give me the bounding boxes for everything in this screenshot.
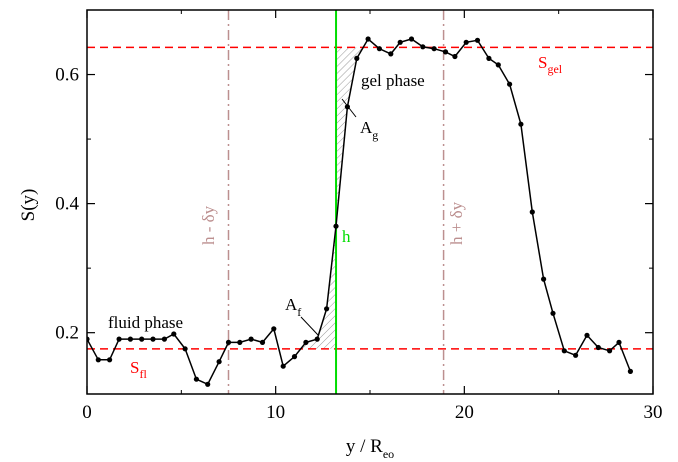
data-point: [486, 55, 492, 62]
y-tick-label: 0.2: [55, 323, 79, 344]
data-point: [171, 331, 177, 337]
a-g-label: Ag: [360, 118, 378, 142]
x-tick-label: 30: [644, 402, 663, 423]
s-fl-label: Sfl: [130, 358, 147, 381]
data-point: [495, 62, 501, 68]
data-point: [248, 336, 254, 342]
data-point: [161, 336, 167, 342]
y-axis-label: S(y): [18, 189, 39, 222]
data-point: [561, 348, 567, 354]
data-point: [616, 339, 622, 345]
data-point: [280, 363, 286, 369]
data-point: [518, 121, 524, 127]
a-f-label: Af: [285, 295, 301, 319]
data-point: [529, 209, 535, 215]
data-point: [139, 336, 145, 342]
data-point: [507, 81, 513, 87]
a-f-pointer: [300, 316, 319, 336]
data-point: [237, 339, 243, 345]
y-tick-label: 0.4: [55, 194, 79, 215]
series-line: [87, 37, 632, 386]
data-point: [333, 223, 339, 229]
data-point: [95, 357, 101, 363]
data-point: [107, 357, 113, 363]
data-point: [365, 36, 371, 42]
x-tick-label: 10: [266, 402, 285, 423]
data-point: [431, 46, 437, 52]
data-point: [127, 336, 133, 342]
data-point: [271, 326, 277, 332]
data-point: [627, 368, 634, 374]
h-label: h: [342, 227, 351, 246]
data-point: [354, 55, 360, 62]
data-point: [291, 354, 298, 360]
data-point: [314, 336, 320, 342]
data-point: [463, 39, 469, 45]
data-point: [303, 339, 309, 345]
data-point: [225, 339, 232, 345]
data-point: [607, 348, 613, 354]
data-point: [397, 39, 403, 45]
data-point: [408, 36, 415, 42]
data-point: [474, 37, 481, 43]
data-point: [259, 339, 266, 345]
x-axis-label: y / Reo: [346, 436, 394, 461]
data-point: [541, 276, 547, 282]
x-tick-label: 0: [82, 402, 92, 423]
x-tick-label: 20: [455, 402, 474, 423]
h-plus-dy-label: h + δy: [447, 201, 466, 245]
data-point: [550, 310, 556, 316]
gel-area-hatch: [336, 47, 369, 227]
data-point: [116, 336, 122, 342]
plot-frame: [86, 9, 654, 395]
data-point: [388, 51, 394, 57]
data-point: [584, 332, 590, 338]
data-point: [442, 49, 449, 55]
data-point: [595, 344, 601, 351]
s-gel-label: Sgel: [538, 53, 563, 76]
y-tick-label: 0.6: [55, 65, 79, 86]
data-point: [182, 346, 188, 352]
data-point: [324, 306, 330, 312]
data-point: [376, 46, 382, 52]
a-g-pointer: [341, 98, 357, 118]
fluid-area-hatch: [294, 226, 337, 349]
data-point: [216, 359, 222, 365]
h-minus-dy-label: h - δy: [199, 205, 218, 245]
data-point: [193, 376, 199, 382]
data-point: [573, 352, 579, 358]
data-point: [150, 336, 156, 342]
data-point: [452, 53, 458, 60]
gel-phase-label: gel phase: [361, 71, 425, 90]
fluid-phase-label: fluid phase: [108, 313, 183, 332]
data-point: [420, 44, 426, 50]
data-point: [205, 381, 211, 387]
